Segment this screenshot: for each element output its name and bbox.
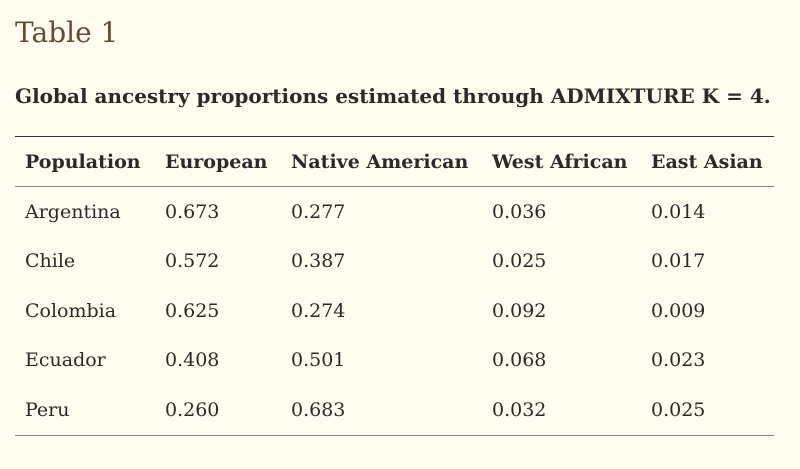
table-row: Argentina 0.673 0.277 0.036 0.014 (15, 187, 774, 237)
cell-native-american: 0.277 (291, 200, 346, 223)
cell-east-asian: 0.017 (651, 250, 706, 273)
cell-european: 0.572 (165, 250, 220, 273)
table-caption: Global ancestry proportions estimated th… (15, 84, 771, 108)
header-east-asian: East Asian (651, 150, 763, 173)
cell-european: 0.625 (165, 299, 220, 322)
cell-population: Argentina (25, 200, 121, 223)
cell-european: 0.673 (165, 200, 220, 223)
cell-european: 0.260 (165, 398, 220, 421)
cell-native-american: 0.274 (291, 299, 346, 322)
cell-population: Colombia (25, 299, 117, 322)
table-row: Colombia 0.625 0.274 0.092 0.009 (15, 286, 774, 336)
cell-population: Peru (25, 398, 70, 421)
cell-east-asian: 0.014 (651, 200, 706, 223)
cell-native-american: 0.683 (291, 398, 346, 421)
ancestry-table: Population European Native American West… (15, 136, 774, 436)
header-native-american: Native American (291, 150, 469, 173)
header-population: Population (25, 150, 141, 173)
cell-west-african: 0.092 (492, 299, 547, 322)
cell-population: Chile (25, 250, 76, 273)
cell-native-american: 0.387 (291, 250, 346, 273)
cell-west-african: 0.036 (492, 200, 547, 223)
cell-east-asian: 0.025 (651, 398, 706, 421)
header-european: European (165, 150, 268, 173)
cell-west-african: 0.032 (492, 398, 547, 421)
cell-population: Ecuador (25, 349, 106, 372)
cell-east-asian: 0.009 (651, 299, 706, 322)
table-row: Chile 0.572 0.387 0.025 0.017 (15, 237, 774, 287)
table-row: Ecuador 0.408 0.501 0.068 0.023 (15, 336, 774, 386)
cell-west-african: 0.068 (492, 349, 547, 372)
cell-native-american: 0.501 (291, 349, 346, 372)
table-row: Peru 0.260 0.683 0.032 0.025 (15, 385, 774, 435)
header-west-african: West African (492, 150, 628, 173)
cell-european: 0.408 (165, 349, 220, 372)
table-label: Table 1 (15, 16, 119, 49)
cell-west-african: 0.025 (492, 250, 547, 273)
cell-east-asian: 0.023 (651, 349, 706, 372)
header-row: Population European Native American West… (15, 136, 774, 187)
